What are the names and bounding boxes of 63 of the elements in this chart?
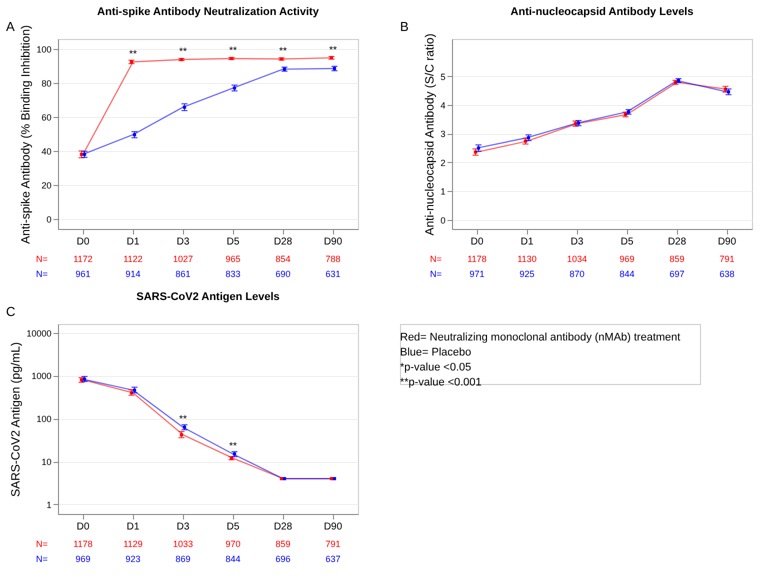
- y-tick-label: 10000: [26, 328, 52, 338]
- chart-title: Anti-nucleocapsid Antibody Levels: [510, 6, 694, 18]
- x-tick-label: D3: [570, 236, 584, 248]
- text: N= 971 925 870 844 697 638: [430, 269, 735, 279]
- text: Blue= Placebo: [400, 346, 472, 358]
- y-tick-label: 20: [41, 180, 52, 190]
- text: C: [6, 304, 16, 319]
- x-tick-label: D5: [226, 236, 240, 248]
- annotation: **: [329, 44, 337, 56]
- x-tick-label: D1: [126, 522, 140, 532]
- annotation: **: [179, 46, 187, 58]
- y-tick-label: 40: [41, 146, 52, 156]
- y-tick-label: 1: [440, 186, 446, 197]
- text: N= 1178 1130 1034 969 859 791: [430, 254, 735, 264]
- annotation: **: [229, 440, 237, 452]
- y-tick-label: 10: [41, 457, 52, 468]
- text: B: [400, 19, 409, 34]
- text: N= 969 923 869 844 696 637: [36, 554, 341, 564]
- annotation: **: [279, 46, 287, 58]
- x-tick-label: D28: [274, 236, 293, 248]
- y-tick-label: 3: [440, 129, 446, 140]
- x-tick-label: D1: [126, 236, 140, 248]
- chart-title: SARS-CoV2 Antigen Levels: [136, 291, 280, 303]
- y-tick-label: 0: [440, 215, 446, 226]
- x-tick-label: D3: [176, 236, 190, 248]
- text: N= 1172 1122 1027 965 854 788: [36, 254, 341, 264]
- x-tick-label: D28: [274, 522, 293, 532]
- x-tick-label: D90: [324, 522, 343, 532]
- point: [80, 152, 84, 156]
- text: N= 1178 1129 1033 970 859 791: [36, 539, 341, 549]
- y-tick-label: 1000: [31, 371, 52, 382]
- y-tick-label: 5: [440, 72, 446, 82]
- x-tick-label: D5: [226, 522, 240, 532]
- x-tick-label: D0: [76, 522, 90, 532]
- y-tick-label: 80: [41, 78, 52, 89]
- text: *p-value <0.05: [400, 362, 472, 374]
- y-axis-title: Anti-nucleocapsid Antibody (S/C ratio): [422, 33, 436, 236]
- x-tick-label: D1: [520, 236, 534, 248]
- text: N= 961 914 861 833 690 631: [36, 269, 341, 279]
- x-tick-label: D0: [76, 236, 90, 248]
- chart-title: Anti-spike Antibody Neutralization Activity: [97, 6, 320, 18]
- x-tick-label: D0: [470, 236, 484, 248]
- y-tick-label: 100: [36, 44, 52, 55]
- point: [182, 106, 186, 109]
- y-tick-label: 100: [36, 414, 52, 424]
- annotation: **: [229, 46, 237, 57]
- y-axis-title: SARS-CoV2 Antigen (pg/mL): [8, 342, 22, 497]
- annotation: **: [179, 414, 187, 426]
- y-axis-title: Anti-spike Antibody (% Binding Inhibition): [18, 25, 32, 244]
- x-tick-label: D3: [176, 522, 190, 532]
- text: Red= Neutralizing monoclonal antibody (nMAb) treatment: [400, 332, 680, 344]
- annotation: **: [129, 48, 137, 60]
- x-tick-label: D28: [668, 236, 687, 248]
- y-tick-label: 2: [440, 158, 446, 168]
- y-tick-label: 4: [440, 100, 446, 111]
- x-tick-label: D5: [620, 236, 634, 248]
- y-tick-label: 0: [46, 214, 52, 224]
- y-tick-label: 60: [41, 112, 52, 123]
- x-tick-label: D90: [324, 236, 343, 248]
- y-tick-label: 1: [46, 500, 52, 510]
- text: A: [6, 19, 15, 34]
- x-tick-label: D90: [718, 236, 737, 248]
- text: **p-value <0.001: [400, 376, 482, 388]
